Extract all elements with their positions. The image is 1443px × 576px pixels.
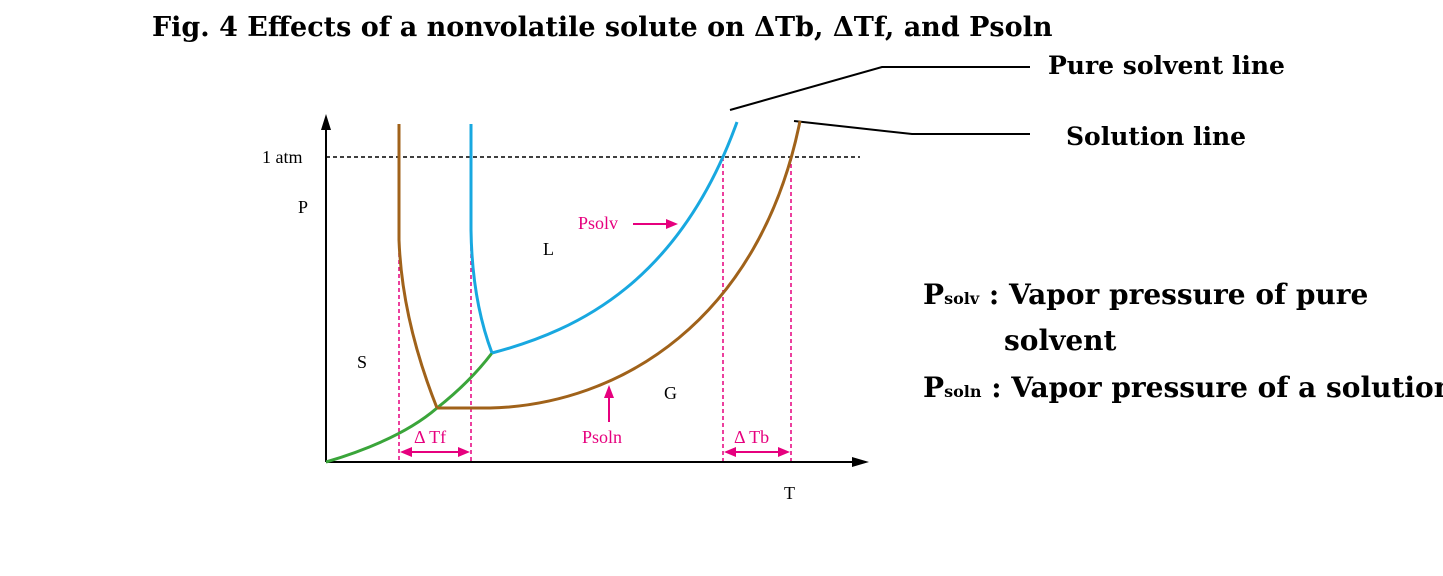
legend-psolv-subscript: solv bbox=[944, 289, 980, 308]
sublimation-curve bbox=[325, 352, 494, 464]
legend-psolv-symbol: P bbox=[923, 278, 944, 311]
legend-psoln-subscript: soln bbox=[944, 382, 982, 401]
legend-psoln-symbol: P bbox=[923, 371, 944, 404]
psolv-label: Psolv bbox=[578, 213, 618, 233]
delta-tb-label: Δ Tb bbox=[734, 427, 769, 447]
solution-fusion-curve bbox=[397, 124, 439, 409]
legend-psoln-entry: Psoln : Vapor pressure of a solution bbox=[923, 371, 1443, 404]
x-axis-arrowhead bbox=[852, 457, 869, 467]
pure-solvent-fusion-curve bbox=[469, 124, 494, 354]
legend-psolv-continuation: solvent bbox=[1004, 324, 1117, 357]
delta-tf-arrowhead-left bbox=[400, 447, 412, 457]
psoln-label: Psoln bbox=[582, 427, 622, 447]
pure-solvent-leader-line bbox=[729, 66, 1030, 111]
legend-psoln-text: : Vapor pressure of a solution bbox=[981, 371, 1443, 404]
figure-title: Fig. 4 Effects of a nonvolatile solute o… bbox=[152, 12, 1053, 43]
pure-solvent-vapor-pressure-curve bbox=[491, 121, 739, 355]
x-axis-label: T bbox=[784, 483, 795, 503]
solution-leader-line bbox=[793, 120, 1030, 135]
solution-callout: Solution line bbox=[1066, 122, 1246, 151]
solid-region-label: S bbox=[357, 352, 367, 372]
pure-solvent-callout: Pure solvent line bbox=[1048, 51, 1285, 80]
psolv-arrowhead bbox=[666, 219, 678, 229]
gas-region-label: G bbox=[664, 383, 677, 403]
delta-tf-label: Δ Tf bbox=[414, 427, 446, 447]
y-axis-arrowhead bbox=[321, 114, 331, 130]
y-axis-label: P bbox=[298, 197, 308, 217]
psoln-arrowhead bbox=[604, 385, 614, 398]
delta-tb-arrowhead-left bbox=[724, 447, 736, 457]
legend-psolv-entry: Psolv : Vapor pressure of pure bbox=[923, 278, 1368, 311]
liquid-region-label: L bbox=[543, 239, 554, 259]
delta-tf-arrowhead-right bbox=[458, 447, 470, 457]
pressure-reference-label: 1 atm bbox=[262, 147, 303, 167]
legend-psolv-text: : Vapor pressure of pure bbox=[979, 278, 1368, 311]
delta-tb-arrowhead-right bbox=[778, 447, 790, 457]
solution-vapor-pressure-curve bbox=[437, 120, 802, 410]
